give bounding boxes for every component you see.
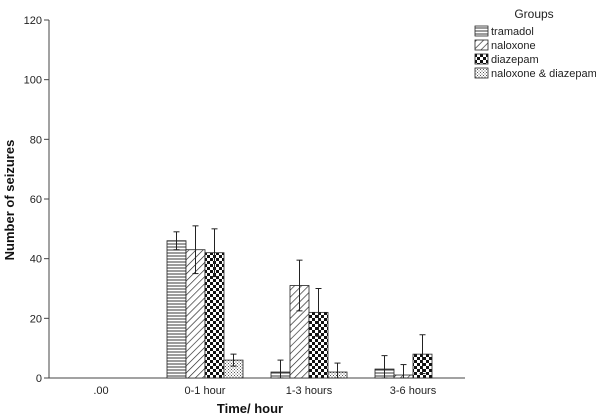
x-tick-label: .00 bbox=[93, 385, 108, 397]
y-tick-label: 0 bbox=[36, 373, 42, 385]
x-tick-label: 3-6 hours bbox=[390, 385, 437, 397]
y-tick-label: 20 bbox=[30, 313, 42, 325]
error-bars bbox=[173, 225, 426, 379]
y-tick-label: 80 bbox=[30, 134, 42, 146]
y-tick-label: 120 bbox=[24, 15, 42, 27]
legend-swatch bbox=[474, 53, 489, 65]
legend-title: Groups bbox=[514, 7, 553, 21]
x-axis-ticks: .00 0-1 hour 1-3 hours 3-6 hours bbox=[93, 385, 436, 397]
plot-area bbox=[49, 20, 465, 378]
x-tick-label: 1-3 hours bbox=[286, 385, 333, 397]
legend: Groups tramadol naloxone diazepam naloxone … bbox=[474, 7, 596, 80]
y-tick-label: 60 bbox=[30, 194, 42, 206]
legend-swatch bbox=[474, 25, 489, 37]
y-axis-title: Number of seizures bbox=[2, 140, 17, 261]
legend-swatch bbox=[474, 67, 489, 79]
legend-label: naloxone & diazepam bbox=[491, 68, 596, 80]
x-axis-title: Time/ hour bbox=[217, 401, 283, 416]
legend-label: naloxone bbox=[491, 40, 536, 52]
y-tick-label: 40 bbox=[30, 254, 42, 266]
y-tick-label: 100 bbox=[24, 75, 42, 87]
bar-tramadol-1 bbox=[166, 240, 187, 379]
legend-swatch bbox=[474, 39, 489, 51]
y-axis-ticks: 0 20 40 60 80 100 120 bbox=[24, 15, 49, 385]
legend-label: diazepam bbox=[491, 54, 539, 66]
x-tick-label: 0-1 hour bbox=[185, 385, 226, 397]
legend-label: tramadol bbox=[491, 26, 534, 38]
